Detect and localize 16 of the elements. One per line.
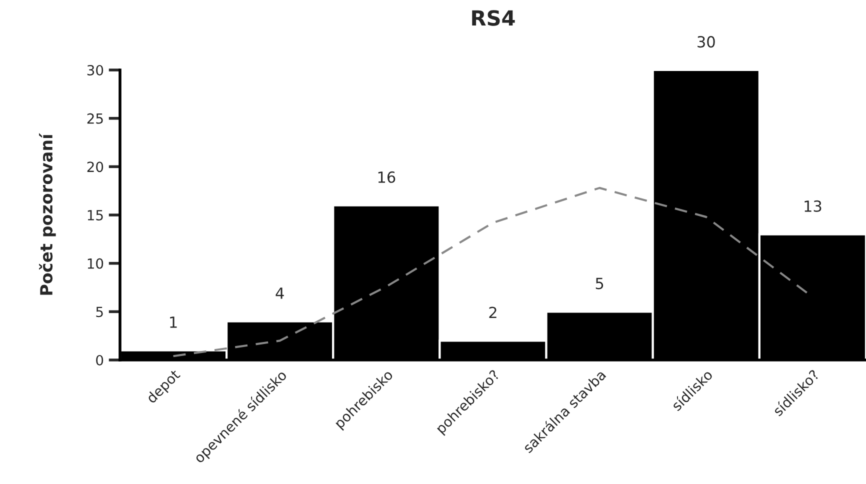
y-tick-label: 5	[96, 306, 103, 318]
y-tick-label: 25	[87, 113, 103, 124]
y-tick-label: 0	[96, 354, 104, 366]
data-label: 30	[698, 36, 715, 48]
data-label: 13	[804, 200, 822, 212]
data-label: 1	[170, 316, 177, 328]
chart-title: RS4	[472, 10, 515, 26]
data-label: 2	[489, 306, 496, 318]
data-label: 5	[596, 278, 604, 290]
y-tick-label: 10	[88, 258, 104, 269]
data-label: 16	[378, 171, 396, 183]
y-tick-label: 20	[87, 162, 104, 172]
y-tick-label: 15	[88, 210, 103, 220]
y-axis-title: Počet pozorovaní	[39, 133, 56, 295]
y-tick-label: 30	[87, 64, 104, 76]
data-label: 4	[276, 288, 284, 299]
